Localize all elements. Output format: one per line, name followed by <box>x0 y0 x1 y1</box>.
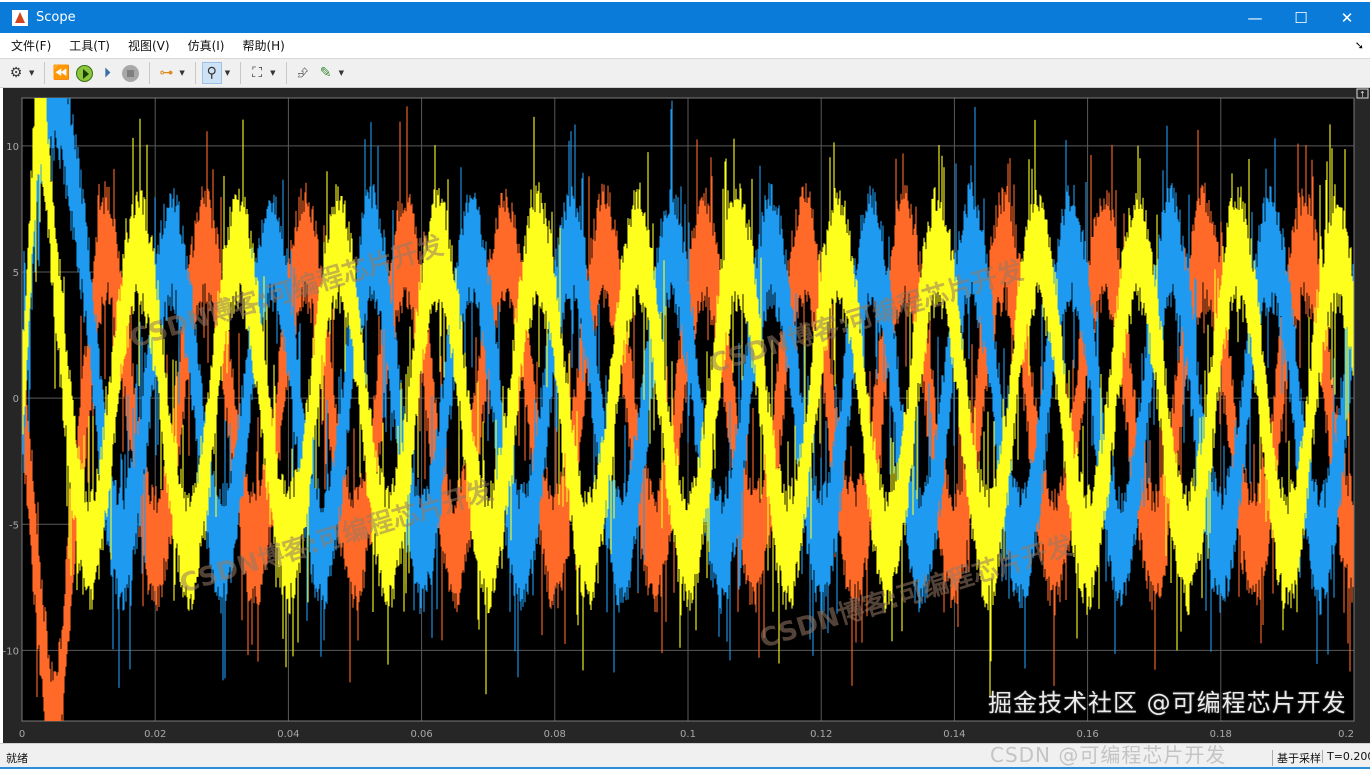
menu-file[interactable]: 文件(F) <box>11 39 52 53</box>
tick-labels: 0 0.02 0.04 0.06 0.08 0.1 0.12 0.14 0.16 0.18 0.2 1… <box>3 142 1354 740</box>
y-tick-label: 10 <box>6 142 19 153</box>
window-border <box>0 767 1370 769</box>
x-tick-label: 0.16 <box>1076 729 1098 740</box>
toolbar-divider <box>149 62 151 84</box>
scope-plot[interactable]: 0 0.02 0.04 0.06 0.08 0.1 0.12 0.14 0.16 0.18 0.2 1… <box>3 88 1370 743</box>
measure-dropdown-icon[interactable]: ▼ <box>338 69 344 77</box>
menu-bar: 文件(F) 工具(T) 视图(V) 仿真(I) 帮助(H) ➘ <box>0 33 1370 59</box>
menu-view[interactable]: 视图(V) <box>127 39 170 53</box>
x-tick-label: 0.2 <box>1338 729 1354 740</box>
x-tick-label: 0.02 <box>144 729 166 740</box>
menu-tools[interactable]: 工具(T) <box>69 39 110 53</box>
x-tick-label: 0.12 <box>810 729 832 740</box>
matlab-logo-icon <box>12 9 28 26</box>
x-tick-label: 0.08 <box>544 729 566 740</box>
fit-axes-dropdown-icon[interactable]: ▼ <box>270 69 276 77</box>
y-tick-label: 0 <box>13 394 19 405</box>
x-tick-label: 0.18 <box>1210 729 1232 740</box>
status-ready: 就绪 <box>6 752 28 765</box>
window-title: Scope <box>36 10 76 25</box>
toolbar-divider <box>240 62 242 84</box>
fit-axes-icon[interactable]: ⛶ <box>252 65 263 81</box>
close-button[interactable]: ✕ <box>1340 8 1354 27</box>
undock-axes-icon[interactable]: ↑ <box>1356 88 1369 99</box>
zoom-dropdown-icon[interactable]: ▼ <box>224 69 231 77</box>
gear-icon[interactable]: ⚙ <box>9 65 23 81</box>
toolbar-divider <box>194 62 196 84</box>
signal-trace-2 <box>22 98 1354 696</box>
status-bar: 就绪 基于采样 T=0.200 <box>0 743 1370 767</box>
measure-icon[interactable]: ✎ <box>319 65 332 81</box>
svg-text:↑: ↑ <box>1359 90 1366 99</box>
restore-icon[interactable]: ⮵ <box>296 65 309 81</box>
maximize-button[interactable]: ☐ <box>1294 8 1308 27</box>
run-icon[interactable] <box>74 62 94 84</box>
stop-icon[interactable] <box>120 62 140 84</box>
menu-simulation[interactable]: 仿真(I) <box>187 39 225 53</box>
title-bar: Scope — ☐ ✕ <box>0 2 1370 33</box>
zoom-icon[interactable]: ⚲ <box>201 62 222 84</box>
x-tick-label: 0.14 <box>943 729 965 740</box>
axes-frame <box>21 97 1355 722</box>
watermark-bottom-sub: CSDN @可编程芯片开发 <box>990 743 1227 767</box>
x-tick-label: 0 <box>19 729 25 740</box>
undock-arrow-icon[interactable]: ➘ <box>1354 39 1364 52</box>
step-back-icon[interactable]: ⏪ <box>52 65 71 81</box>
menu-help[interactable]: 帮助(H) <box>242 39 285 53</box>
toolbar-divider <box>285 62 287 84</box>
gear-dropdown-icon[interactable]: ▼ <box>29 69 35 77</box>
status-sim-time: T=0.200 <box>1322 750 1370 763</box>
x-tick-label: 0.06 <box>410 729 432 740</box>
step-forward-icon[interactable]: ⏵ <box>103 65 111 81</box>
y-tick-label: -10 <box>3 646 19 657</box>
scope-panel: 0 0.02 0.04 0.06 0.08 0.1 0.12 0.14 0.16 0.18 0.2 1… <box>3 88 1370 743</box>
x-tick-label: 0.1 <box>680 729 696 740</box>
signal-traces <box>22 98 1354 721</box>
x-tick-label: 0.04 <box>277 729 299 740</box>
minimize-button[interactable]: — <box>1247 8 1263 27</box>
layout-icon[interactable]: ⊶ <box>159 65 174 81</box>
watermark-bottom: 掘金技术社区 @可编程芯片开发 <box>988 689 1347 717</box>
y-tick-label: -5 <box>9 520 19 531</box>
toolbar-divider <box>44 62 46 84</box>
layout-dropdown-icon[interactable]: ▼ <box>179 69 185 77</box>
toolbar: ⚙ ▼ ⏪ ⏵ ⊶ ▼ ⚲ ▼ ⛶ ▼ ⮵ ✎ ▼ <box>0 59 1370 88</box>
y-tick-label: 5 <box>13 268 19 279</box>
status-sample-mode: 基于采样 <box>1272 750 1321 766</box>
